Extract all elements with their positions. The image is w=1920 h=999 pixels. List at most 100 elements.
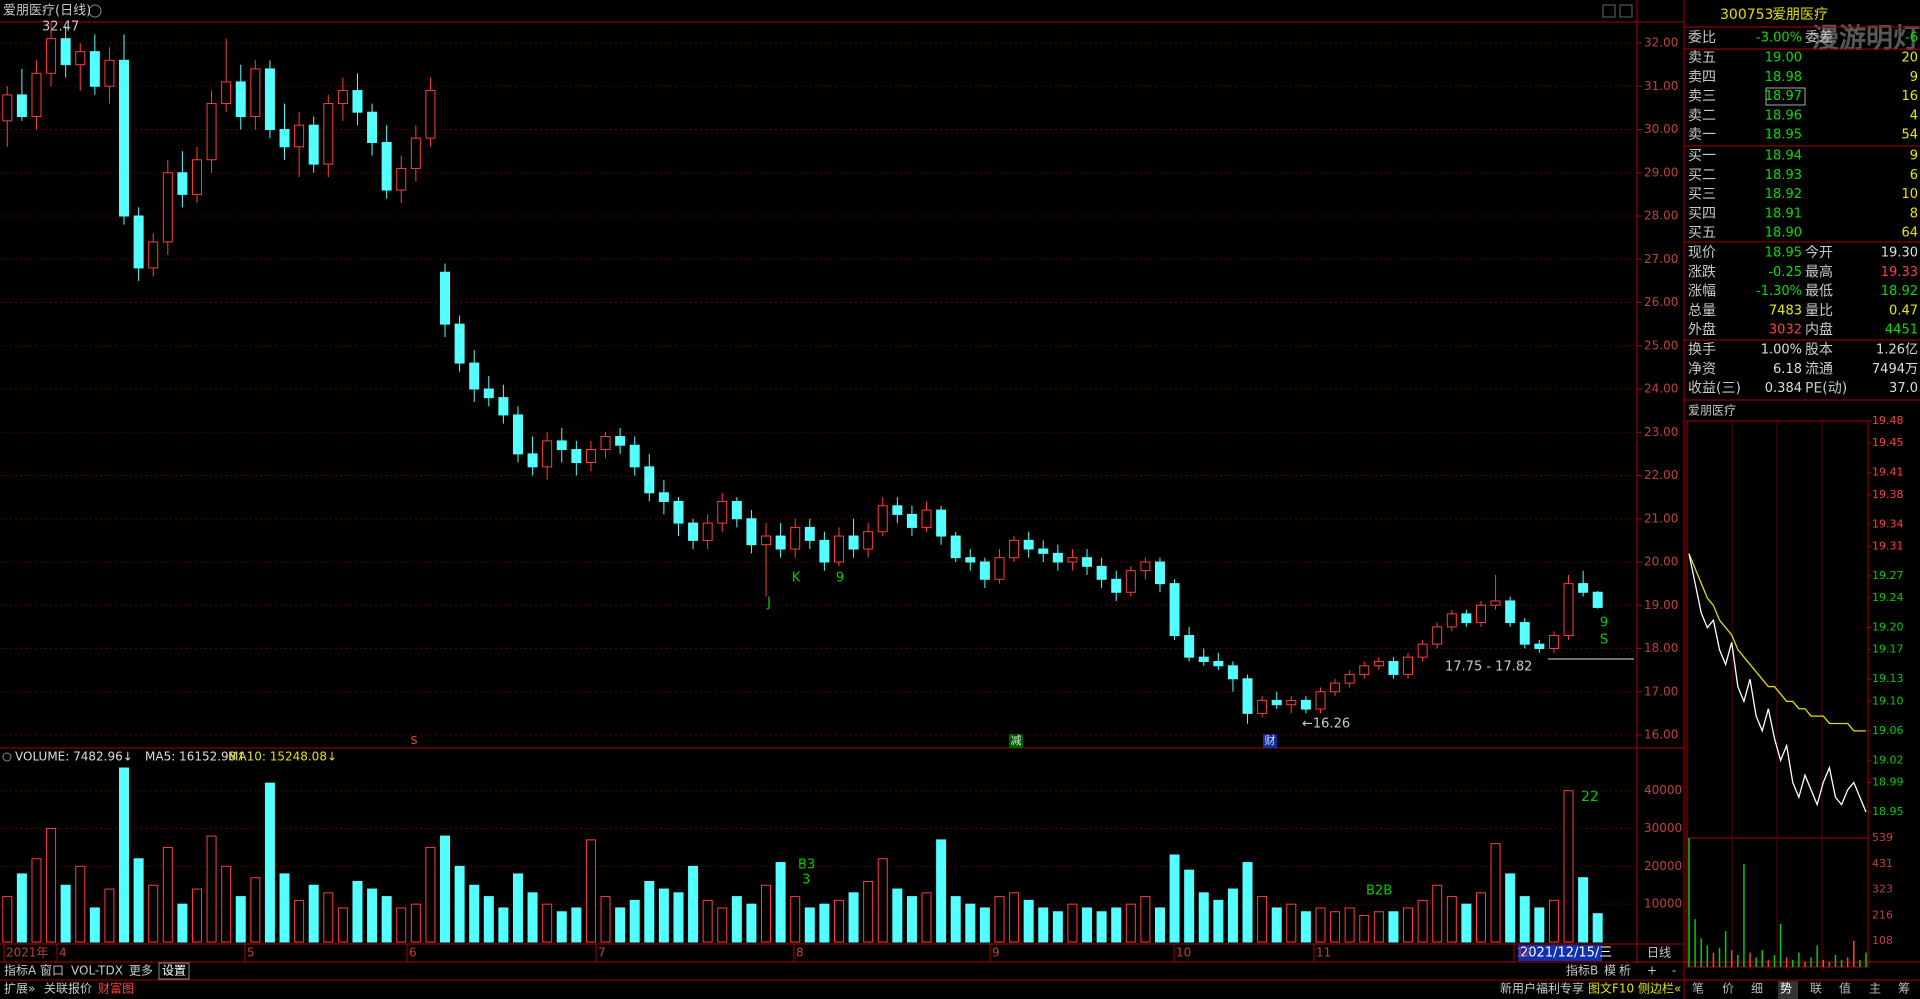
toolbar-button[interactable]: 窗口: [40, 964, 64, 978]
volume-bar: [483, 896, 494, 943]
volume-bar: [848, 892, 859, 943]
candle-body: [2, 94, 13, 122]
candle-body: [542, 440, 553, 468]
candle-body: [936, 509, 947, 537]
candle-body: [1125, 570, 1136, 593]
quote-label: 买二: [1688, 167, 1716, 183]
toolbar-button[interactable]: 日线: [1647, 946, 1671, 960]
volume-bar: [60, 884, 71, 943]
y-tick-label: 19.20: [1872, 621, 1904, 634]
volume-bar: [1052, 911, 1063, 943]
candle-body: [323, 103, 334, 165]
quote-volume: 8: [1910, 206, 1918, 221]
quote-label: 外盘: [1688, 321, 1716, 338]
dropdown-icon[interactable]: [88, 4, 102, 18]
candle-body: [1213, 660, 1224, 667]
intraday-price: [1688, 553, 1867, 813]
chart-title: 爱朋医疗(日线): [3, 4, 91, 19]
quote-label: 流通: [1805, 361, 1833, 377]
volume-annotation: 22: [1581, 789, 1599, 805]
side-tab[interactable]: 筹: [1898, 982, 1910, 996]
window-icon[interactable]: [1602, 4, 1616, 18]
volume-bar: [352, 880, 363, 943]
volume-bar: [1344, 907, 1355, 943]
y-tick-label: 30000: [1644, 821, 1682, 835]
quote-volume: 9: [1910, 149, 1918, 164]
x-tick-label: 10: [1176, 946, 1191, 960]
y-tick-label: 19.41: [1872, 466, 1904, 479]
volume-bar: [425, 846, 436, 943]
side-tab[interactable]: 势: [1780, 982, 1792, 996]
side-tab[interactable]: 值: [1839, 981, 1851, 996]
candle-body: [833, 535, 844, 563]
quote-value: 4451: [1885, 323, 1918, 338]
candle-body: [1388, 660, 1399, 675]
toolbar-button[interactable]: 模: [1604, 964, 1616, 978]
side-tab[interactable]: 主: [1869, 982, 1881, 996]
toolbar-button[interactable]: VOL-TDX: [71, 964, 123, 978]
event-marker[interactable]: 财: [1265, 733, 1276, 747]
volume-bar: [1198, 892, 1209, 943]
toolbar-button[interactable]: 更多: [129, 964, 153, 978]
candle-body: [556, 440, 567, 451]
y-tick-label: 17.00: [1644, 684, 1678, 698]
panel-icon[interactable]: [2, 752, 12, 762]
quote-value: 37.0: [1889, 381, 1918, 396]
toolbar-button[interactable]: 图文F10: [1588, 981, 1634, 996]
window-icon[interactable]: [1619, 4, 1633, 18]
quote-value: 7483: [1769, 303, 1802, 318]
candle-body: [1461, 613, 1472, 624]
toolbar-button[interactable]: 指标B: [1566, 963, 1598, 978]
toolbar-button[interactable]: -: [1672, 964, 1676, 978]
toolbar-button[interactable]: +: [1647, 964, 1657, 978]
side-tab[interactable]: 联: [1810, 982, 1822, 996]
volume-bar: [775, 862, 786, 943]
volume-bar: [527, 892, 538, 943]
quote-value: 1.26亿: [1876, 343, 1918, 358]
candle-body: [1548, 635, 1559, 650]
candle-body: [1184, 635, 1195, 658]
volume-bar: [950, 896, 961, 943]
candle-body: [1490, 600, 1501, 606]
quote-volume: 16: [1901, 89, 1918, 104]
y-tick-label: 323: [1872, 883, 1893, 896]
volume-bar: [629, 899, 640, 943]
toolbar-button[interactable]: 侧边栏«: [1638, 981, 1681, 996]
candle-body: [294, 124, 305, 148]
side-tab[interactable]: 价: [1722, 982, 1734, 996]
volume-bar: [367, 888, 378, 943]
side-tab[interactable]: 笔: [1692, 981, 1704, 996]
toolbar-button[interactable]: 关联报价: [44, 981, 92, 996]
candle-body: [483, 388, 494, 399]
candle-body: [615, 436, 626, 446]
toolbar-button[interactable]: 指标A: [4, 963, 37, 978]
y-tick-label: 22.00: [1644, 468, 1678, 482]
quote-label: 今开: [1805, 245, 1833, 261]
candle-body: [16, 94, 27, 118]
volume-bar: [585, 839, 596, 943]
toolbar-button[interactable]: 财富图: [98, 981, 134, 996]
toolbar-button[interactable]: 扩展»: [4, 982, 35, 996]
volume-bar: [1082, 907, 1093, 943]
quote-volume: 9: [1910, 70, 1918, 85]
toolbar-button[interactable]: 析: [1619, 964, 1631, 978]
candle-body: [877, 505, 888, 533]
candle-body: [1242, 678, 1253, 714]
candle-body: [279, 129, 290, 148]
candle-body: [1009, 539, 1020, 559]
toolbar-button[interactable]: 设置: [162, 964, 186, 978]
volume-bar: [1446, 896, 1457, 943]
quote-value: 7494万: [1872, 362, 1918, 377]
volume-annotation: B3: [798, 858, 815, 873]
candle-body: [848, 535, 859, 550]
candle-body: [1198, 656, 1209, 662]
volume-bar: [1403, 907, 1414, 943]
candle-body: [1140, 561, 1151, 572]
side-tab[interactable]: 细: [1751, 982, 1763, 996]
toolbar-button[interactable]: 新用户福利专享: [1500, 981, 1584, 996]
volume-bar: [979, 907, 990, 943]
event-marker[interactable]: 减: [1011, 734, 1022, 747]
volume-bar: [1548, 899, 1559, 943]
